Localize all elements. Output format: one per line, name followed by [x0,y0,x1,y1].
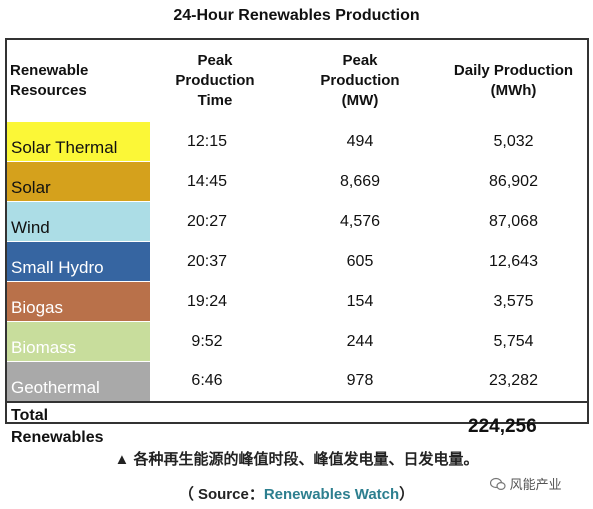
data-cell: 23,282 [489,372,538,390]
source-prefix: （ Source： [178,486,264,503]
data-cell: 87,068 [489,212,538,230]
data-cell: 3,575 [493,292,534,310]
data-cell: 605 [346,252,374,270]
source: （ Source：Renewables Watch） [0,483,593,504]
empty-cell [150,401,280,451]
data-cell: 14:45 [186,172,228,190]
data-row: Wind 20:27 4,576 87,068 [7,201,587,242]
data-cell: 6:46 [191,372,223,390]
data-cell: 8,669 [339,172,381,190]
source-suffix: ） [399,486,415,503]
data-cell: 86,902 [489,172,538,190]
total-value: 224,256 [440,401,587,451]
data-cell: 244 [346,332,374,350]
empty-cell [280,401,440,451]
table-frame: Renewable Resources Peak Production Time… [5,38,589,451]
data-cell: 154 [346,292,374,310]
data-row: Geothermal 6:46 978 23,282 [7,361,587,403]
resource-name: Small Hydro [7,241,150,282]
resource-name: Biomass [7,321,150,362]
table: Renewable Resources Peak Production Time… [7,40,587,451]
data-cell: 20:27 [186,212,228,230]
data-cell: 5,032 [493,132,534,150]
data-row: Biomass 9:52 244 5,754 [7,321,587,362]
data-cell: 494 [346,132,374,150]
caption: ▲ 各种再生能源的峰值时段、峰值发电量、日发电量。 [114,451,479,468]
data-cell: 5,754 [493,332,534,350]
resource-name: Geothermal [7,361,150,403]
watermark-icon [489,477,506,491]
resource-name: Solar Thermal [7,122,150,162]
header-cell: Daily Production (MWh) [453,62,574,99]
data-row: Small Hydro 20:37 605 12,643 [7,241,587,282]
watermark: 风能产业 [489,474,562,493]
data-cell: 12,643 [489,252,538,270]
watermark-text: 风能产业 [509,477,562,492]
resource-name: Wind [7,201,150,242]
data-cell: 20:37 [186,252,228,270]
data-cell: 12:15 [186,132,228,150]
resource-name: Biogas [7,281,150,322]
data-row: Solar Thermal 12:15 494 5,032 [7,122,587,162]
data-row: Biogas 19:24 154 3,575 [7,281,587,322]
source-name: Renewables Watch [263,486,400,503]
header-cell: Peak Production (MW) [320,52,400,109]
title: 24-Hour Renewables Production [173,7,420,24]
total-label: Total Renewables [7,401,150,451]
data-cell: 9:52 [191,332,223,350]
data-cell: 978 [346,372,374,390]
data-cell: 19:24 [186,292,228,310]
header-cell: Peak Production Time [175,52,255,109]
header-row: Renewable Resources Peak Production Time… [7,40,587,122]
data-row: Solar 14:45 8,669 86,902 [7,161,587,202]
total-row: Total Renewables 224,256 [7,401,587,451]
header-cell: Renewable Resources [10,62,89,99]
resource-name: Solar [7,161,150,202]
data-cell: 4,576 [339,212,381,230]
